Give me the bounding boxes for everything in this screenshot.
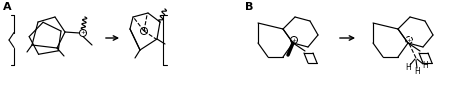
Text: +: +	[141, 28, 147, 33]
Text: +: +	[80, 31, 86, 36]
Text: A: A	[3, 2, 12, 12]
Text: +: +	[291, 37, 297, 42]
Text: H: H	[414, 66, 420, 75]
Text: H: H	[405, 62, 411, 71]
Text: B: B	[245, 2, 254, 12]
Text: H: H	[422, 62, 428, 70]
Text: +: +	[406, 37, 412, 42]
